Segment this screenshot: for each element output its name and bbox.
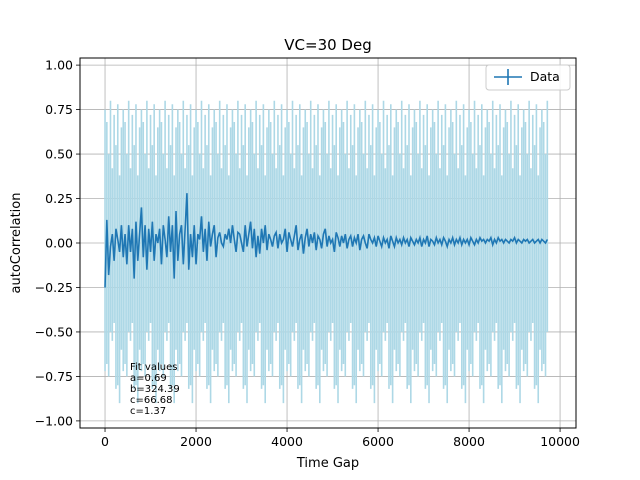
x-tick-label: 10000 (540, 434, 580, 449)
y-tick-label: 0.50 (45, 147, 73, 162)
fit-line-b: b=324.39 (130, 384, 180, 395)
fit-line-c1: c=66.68 (130, 395, 173, 406)
y-tick-label: 0.00 (45, 236, 73, 251)
y-axis-title: autoCorrelation (9, 193, 24, 294)
fit-line-c2: c=1.37 (130, 406, 166, 417)
y-tick-label: −1.00 (35, 413, 73, 428)
fit-values-annotation: Fit values a=0.69 b=324.39 c=66.68 c=1.3… (130, 362, 180, 417)
x-tick-label: 2000 (180, 434, 212, 449)
x-axis-title: Time Gap (296, 456, 359, 471)
y-tick-label: 0.25 (45, 191, 73, 206)
y-tick-label: 0.75 (45, 102, 73, 117)
fit-line-title: Fit values (130, 362, 177, 373)
y-tick-label: −0.75 (35, 369, 73, 384)
y-tick-label: 1.00 (45, 58, 73, 73)
error-bars (104, 100, 549, 404)
x-tick-label: 4000 (271, 434, 303, 449)
y-axis: −1.00 −0.75 −0.50 −0.25 0.00 0.25 0.50 0.75 1.00 (35, 58, 80, 428)
x-tick-label: 8000 (453, 434, 485, 449)
series-line-data (104, 193, 549, 288)
legend-box (485, 64, 571, 91)
y-tick-label: −0.50 (35, 324, 73, 339)
x-axis: 0 2000 4000 6000 8000 10000 (101, 428, 580, 449)
chart-title: VC=30 Deg (284, 36, 371, 54)
x-tick-label: 0 (101, 434, 109, 449)
x-tick-label: 6000 (362, 434, 394, 449)
legend-label-data: Data (530, 69, 560, 84)
legend: Data (485, 64, 571, 91)
fit-line-a: a=0.69 (130, 373, 167, 384)
y-tick-label: −0.25 (35, 280, 73, 295)
